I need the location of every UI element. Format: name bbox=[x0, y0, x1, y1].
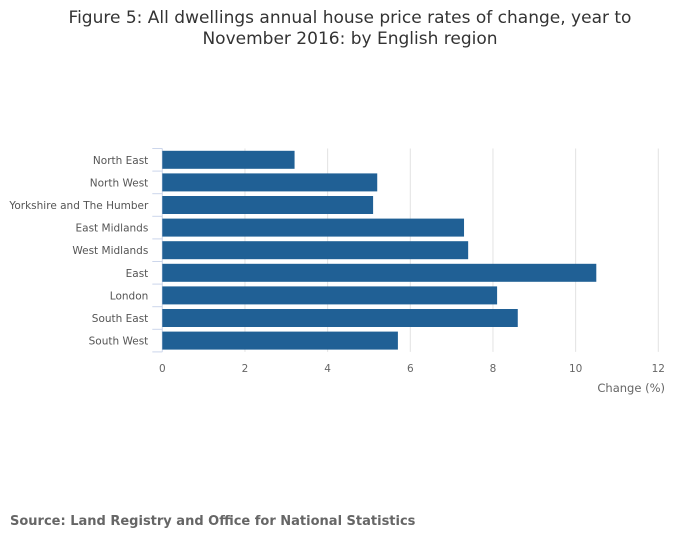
chart-title: Figure 5: All dwellings annual house pri… bbox=[0, 8, 700, 50]
bar-london bbox=[162, 286, 498, 305]
bar-north-west bbox=[162, 173, 378, 192]
bar-east bbox=[162, 263, 597, 282]
source-note: Source: Land Registry and Office for Nat… bbox=[10, 514, 416, 529]
category-label: South East bbox=[92, 313, 149, 325]
bar-west-midlands bbox=[162, 241, 469, 260]
category-label: East Midlands bbox=[76, 223, 149, 235]
category-label: North West bbox=[90, 177, 149, 189]
bar-north-east bbox=[162, 150, 295, 169]
x-tick-label: 4 bbox=[324, 363, 331, 375]
bar-east-midlands bbox=[162, 218, 465, 237]
title-line-2: November 2016: by English region bbox=[202, 29, 498, 49]
category-label: South West bbox=[89, 336, 149, 348]
bar-south-west bbox=[162, 331, 398, 350]
x-tick-label: 0 bbox=[159, 363, 166, 375]
category-label: West Midlands bbox=[72, 245, 148, 257]
x-tick-label: 6 bbox=[407, 363, 414, 375]
category-label: Yorkshire and The Humber bbox=[8, 200, 149, 212]
x-tick-label: 12 bbox=[652, 363, 665, 375]
x-axis-label: Change (%) bbox=[597, 381, 665, 395]
x-tick-label: 8 bbox=[490, 363, 497, 375]
category-label: North East bbox=[93, 155, 148, 167]
title-line-1: Figure 5: All dwellings annual house pri… bbox=[68, 8, 632, 28]
category-label: London bbox=[110, 290, 149, 302]
x-tick-label: 2 bbox=[242, 363, 249, 375]
bar-yorkshire-and-the-humber bbox=[162, 196, 374, 214]
x-tick-label: 10 bbox=[569, 363, 582, 375]
bar-south-east bbox=[162, 309, 518, 327]
category-label: East bbox=[126, 268, 149, 280]
